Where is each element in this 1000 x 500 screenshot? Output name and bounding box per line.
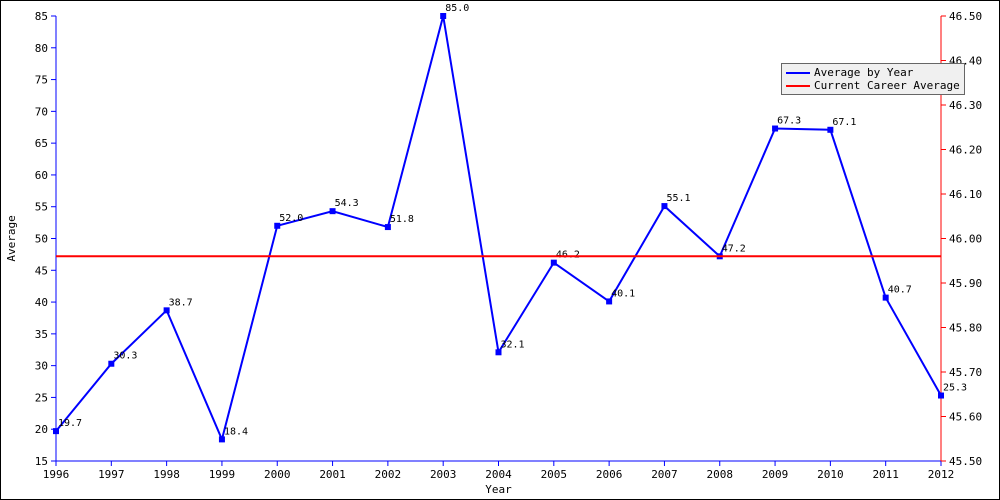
svg-text:38.7: 38.7 bbox=[169, 297, 193, 308]
svg-text:1998: 1998 bbox=[153, 468, 180, 481]
svg-text:2002: 2002 bbox=[375, 468, 402, 481]
svg-text:46.2: 46.2 bbox=[556, 250, 580, 261]
svg-text:55: 55 bbox=[35, 201, 48, 214]
svg-text:18.4: 18.4 bbox=[224, 426, 248, 437]
svg-text:15: 15 bbox=[35, 455, 48, 468]
svg-text:1997: 1997 bbox=[98, 468, 125, 481]
svg-text:46.10: 46.10 bbox=[949, 188, 982, 201]
svg-text:2006: 2006 bbox=[596, 468, 623, 481]
svg-text:Year: Year bbox=[485, 483, 512, 496]
legend-label: Current Career Average bbox=[814, 79, 960, 92]
svg-text:2010: 2010 bbox=[817, 468, 844, 481]
svg-text:85: 85 bbox=[35, 10, 48, 23]
svg-text:2000: 2000 bbox=[264, 468, 291, 481]
svg-text:20: 20 bbox=[35, 423, 48, 436]
svg-text:45.90: 45.90 bbox=[949, 277, 982, 290]
svg-text:Average: Average bbox=[5, 215, 18, 261]
svg-text:30: 30 bbox=[35, 360, 48, 373]
svg-text:46.50: 46.50 bbox=[949, 10, 982, 23]
svg-text:25: 25 bbox=[35, 391, 48, 404]
svg-text:46.30: 46.30 bbox=[949, 99, 982, 112]
legend-label: Average by Year bbox=[814, 66, 913, 79]
legend: Average by YearCurrent Career Average bbox=[781, 63, 965, 95]
legend-row: Average by Year bbox=[786, 66, 960, 79]
svg-text:45.60: 45.60 bbox=[949, 411, 982, 424]
svg-text:40: 40 bbox=[35, 296, 48, 309]
svg-text:47.2: 47.2 bbox=[722, 243, 746, 254]
svg-text:2003: 2003 bbox=[430, 468, 457, 481]
svg-text:35: 35 bbox=[35, 328, 48, 341]
svg-text:45.50: 45.50 bbox=[949, 455, 982, 468]
svg-text:2011: 2011 bbox=[872, 468, 899, 481]
svg-text:52.0: 52.0 bbox=[279, 213, 303, 224]
svg-text:45.80: 45.80 bbox=[949, 322, 982, 335]
svg-text:75: 75 bbox=[35, 74, 48, 87]
svg-text:40.7: 40.7 bbox=[888, 285, 912, 296]
svg-text:67.1: 67.1 bbox=[832, 117, 856, 128]
svg-text:30.3: 30.3 bbox=[113, 351, 137, 362]
svg-text:67.3: 67.3 bbox=[777, 116, 801, 127]
svg-text:1996: 1996 bbox=[43, 468, 70, 481]
legend-row: Current Career Average bbox=[786, 79, 960, 92]
svg-text:80: 80 bbox=[35, 42, 48, 55]
svg-text:51.8: 51.8 bbox=[390, 214, 414, 225]
legend-swatch bbox=[786, 85, 810, 87]
svg-text:40.1: 40.1 bbox=[611, 288, 635, 299]
svg-text:2005: 2005 bbox=[541, 468, 568, 481]
svg-text:46.00: 46.00 bbox=[949, 233, 982, 246]
svg-text:2004: 2004 bbox=[485, 468, 512, 481]
svg-text:25.3: 25.3 bbox=[943, 383, 967, 394]
chart-container: 1996 1997 1998 1999 2000 2001 2002 2003 2004 2005… bbox=[0, 0, 1000, 500]
svg-text:19.7: 19.7 bbox=[58, 418, 82, 429]
svg-text:2008: 2008 bbox=[707, 468, 734, 481]
svg-text:45: 45 bbox=[35, 264, 48, 277]
legend-swatch bbox=[786, 72, 810, 74]
svg-text:1999: 1999 bbox=[209, 468, 236, 481]
svg-text:46.20: 46.20 bbox=[949, 144, 982, 157]
svg-text:32.1: 32.1 bbox=[501, 339, 525, 350]
svg-text:65: 65 bbox=[35, 137, 48, 150]
svg-text:60: 60 bbox=[35, 169, 48, 182]
svg-text:2012: 2012 bbox=[928, 468, 955, 481]
svg-text:70: 70 bbox=[35, 105, 48, 118]
svg-text:2007: 2007 bbox=[651, 468, 678, 481]
svg-text:55.1: 55.1 bbox=[666, 193, 690, 204]
svg-text:2001: 2001 bbox=[319, 468, 346, 481]
svg-text:45.70: 45.70 bbox=[949, 366, 982, 379]
svg-text:2009: 2009 bbox=[762, 468, 789, 481]
svg-text:50: 50 bbox=[35, 233, 48, 246]
svg-text:54.3: 54.3 bbox=[335, 198, 359, 209]
svg-text:85.0: 85.0 bbox=[445, 3, 469, 14]
